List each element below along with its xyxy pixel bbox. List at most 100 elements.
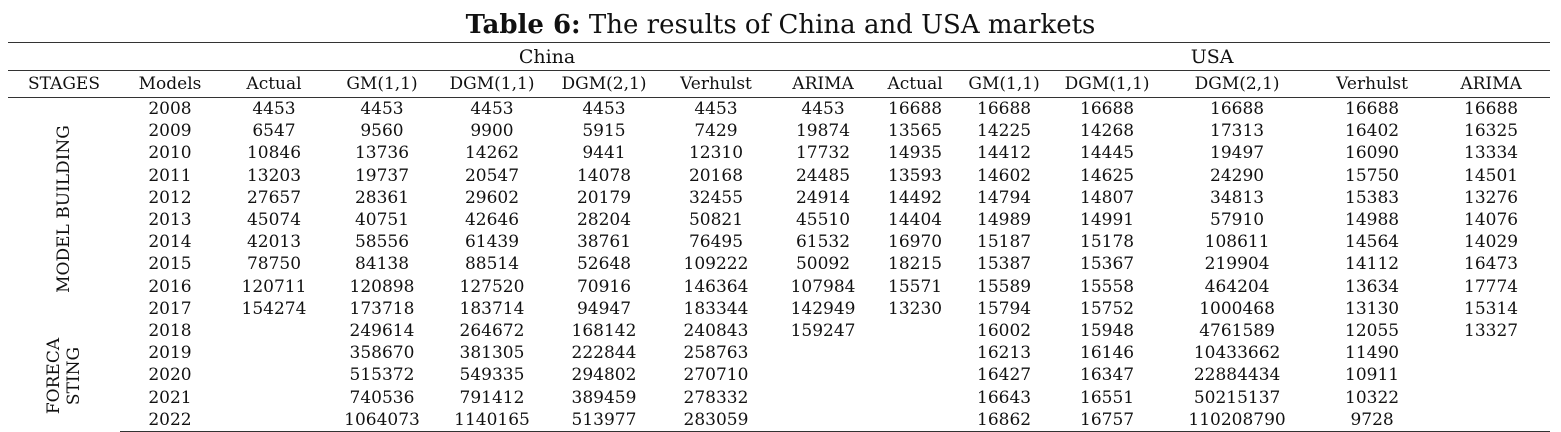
value-cell: 110208790 bbox=[1162, 409, 1312, 432]
value-cell bbox=[772, 387, 874, 409]
value-cell: 9560 bbox=[328, 120, 436, 142]
value-cell: 32455 bbox=[660, 187, 772, 209]
value-cell: 142949 bbox=[772, 298, 874, 320]
value-cell: 14807 bbox=[1052, 187, 1162, 209]
year-cell: 2008 bbox=[120, 98, 220, 121]
value-cell: 4453 bbox=[220, 98, 328, 121]
value-cell bbox=[1432, 409, 1550, 432]
value-cell: 15187 bbox=[956, 231, 1052, 253]
value-cell: 219904 bbox=[1162, 253, 1312, 275]
value-cell: 24485 bbox=[772, 165, 874, 187]
table-row: 2009 6547 9560 9900 5915 7429 19874 13565 14225 1… bbox=[8, 120, 1550, 142]
value-cell: 14076 bbox=[1432, 209, 1550, 231]
year-cell: 2009 bbox=[120, 120, 220, 142]
value-cell bbox=[1432, 342, 1550, 364]
value-cell: 15571 bbox=[874, 276, 956, 298]
value-cell: 14404 bbox=[874, 209, 956, 231]
value-cell: 14991 bbox=[1052, 209, 1162, 231]
value-cell: 14625 bbox=[1052, 165, 1162, 187]
table-title: Table 6: The results of China and USA ma… bbox=[0, 8, 1561, 42]
column-header: DGM(1,1) bbox=[436, 71, 548, 98]
value-cell: 4453 bbox=[328, 98, 436, 121]
value-cell: 16551 bbox=[1052, 387, 1162, 409]
column-header: Actual bbox=[220, 71, 328, 98]
value-cell: 40751 bbox=[328, 209, 436, 231]
value-cell: 14412 bbox=[956, 142, 1052, 164]
value-cell: 45074 bbox=[220, 209, 328, 231]
results-table: China USA STAGES Models Actual GM(1,1) D… bbox=[8, 42, 1550, 432]
value-cell: 16688 bbox=[1312, 98, 1432, 121]
value-cell: 240843 bbox=[660, 320, 772, 342]
value-cell bbox=[772, 364, 874, 386]
value-cell: 24914 bbox=[772, 187, 874, 209]
column-header: STAGES bbox=[8, 71, 120, 98]
header-spacer bbox=[8, 43, 220, 71]
value-cell: 50821 bbox=[660, 209, 772, 231]
value-cell: 29602 bbox=[436, 187, 548, 209]
value-cell: 740536 bbox=[328, 387, 436, 409]
value-cell: 270710 bbox=[660, 364, 772, 386]
column-header: Models bbox=[120, 71, 220, 98]
value-cell: 14602 bbox=[956, 165, 1052, 187]
group-header-usa: USA bbox=[874, 43, 1550, 71]
value-cell: 14078 bbox=[548, 165, 660, 187]
column-header: Verhulst bbox=[1312, 71, 1432, 98]
column-header: ARIMA bbox=[772, 71, 874, 98]
stage-label-forecasting: FORECA STING bbox=[44, 321, 84, 431]
value-cell: 14492 bbox=[874, 187, 956, 209]
value-cell: 168142 bbox=[548, 320, 660, 342]
value-cell: 13334 bbox=[1432, 142, 1550, 164]
value-cell: 120898 bbox=[328, 276, 436, 298]
value-cell: 14989 bbox=[956, 209, 1052, 231]
value-cell: 19737 bbox=[328, 165, 436, 187]
value-cell: 15367 bbox=[1052, 253, 1162, 275]
value-cell: 222844 bbox=[548, 342, 660, 364]
value-cell: 9728 bbox=[1312, 409, 1432, 432]
value-cell bbox=[874, 387, 956, 409]
value-cell: 15589 bbox=[956, 276, 1052, 298]
value-cell: 11490 bbox=[1312, 342, 1432, 364]
value-cell: 146364 bbox=[660, 276, 772, 298]
column-header: Verhulst bbox=[660, 71, 772, 98]
value-cell bbox=[772, 342, 874, 364]
value-cell: 294802 bbox=[548, 364, 660, 386]
value-cell: 16688 bbox=[956, 98, 1052, 121]
value-cell: 16643 bbox=[956, 387, 1052, 409]
value-cell: 9441 bbox=[548, 142, 660, 164]
value-cell: 14268 bbox=[1052, 120, 1162, 142]
value-cell: 10911 bbox=[1312, 364, 1432, 386]
value-cell: 1064073 bbox=[328, 409, 436, 432]
table-row: MODEL BUILDING 2008 4453 4453 4453 4453 4453 44… bbox=[8, 98, 1550, 121]
value-cell: 159247 bbox=[772, 320, 874, 342]
year-cell: 2022 bbox=[120, 409, 220, 432]
value-cell: 50092 bbox=[772, 253, 874, 275]
value-cell: 22884434 bbox=[1162, 364, 1312, 386]
column-header: DGM(2,1) bbox=[1162, 71, 1312, 98]
value-cell: 14029 bbox=[1432, 231, 1550, 253]
value-cell: 513977 bbox=[548, 409, 660, 432]
value-cell: 13565 bbox=[874, 120, 956, 142]
value-cell bbox=[874, 320, 956, 342]
table-row: FORECA STING 2018 249614 264672 168142 240843 1… bbox=[8, 320, 1550, 342]
value-cell: 15752 bbox=[1052, 298, 1162, 320]
table-row: 2016 120711 120898 127520 70916 146364 107984 1… bbox=[8, 276, 1550, 298]
table-row: 2022 1064073 1140165 513977 283059 16862 16757… bbox=[8, 409, 1550, 432]
value-cell: 42013 bbox=[220, 231, 328, 253]
value-cell bbox=[772, 409, 874, 432]
value-cell bbox=[220, 342, 328, 364]
value-cell: 16688 bbox=[1162, 98, 1312, 121]
value-cell: 127520 bbox=[436, 276, 548, 298]
year-cell: 2020 bbox=[120, 364, 220, 386]
year-cell: 2012 bbox=[120, 187, 220, 209]
value-cell bbox=[1432, 364, 1550, 386]
value-cell: 16213 bbox=[956, 342, 1052, 364]
value-cell: 120711 bbox=[220, 276, 328, 298]
value-cell: 16002 bbox=[956, 320, 1052, 342]
table-row: 2012 27657 28361 29602 20179 32455 24914 14492 1… bbox=[8, 187, 1550, 209]
value-cell: 5915 bbox=[548, 120, 660, 142]
value-cell: 84138 bbox=[328, 253, 436, 275]
value-cell: 16146 bbox=[1052, 342, 1162, 364]
value-cell: 173718 bbox=[328, 298, 436, 320]
year-cell: 2015 bbox=[120, 253, 220, 275]
value-cell: 16862 bbox=[956, 409, 1052, 432]
